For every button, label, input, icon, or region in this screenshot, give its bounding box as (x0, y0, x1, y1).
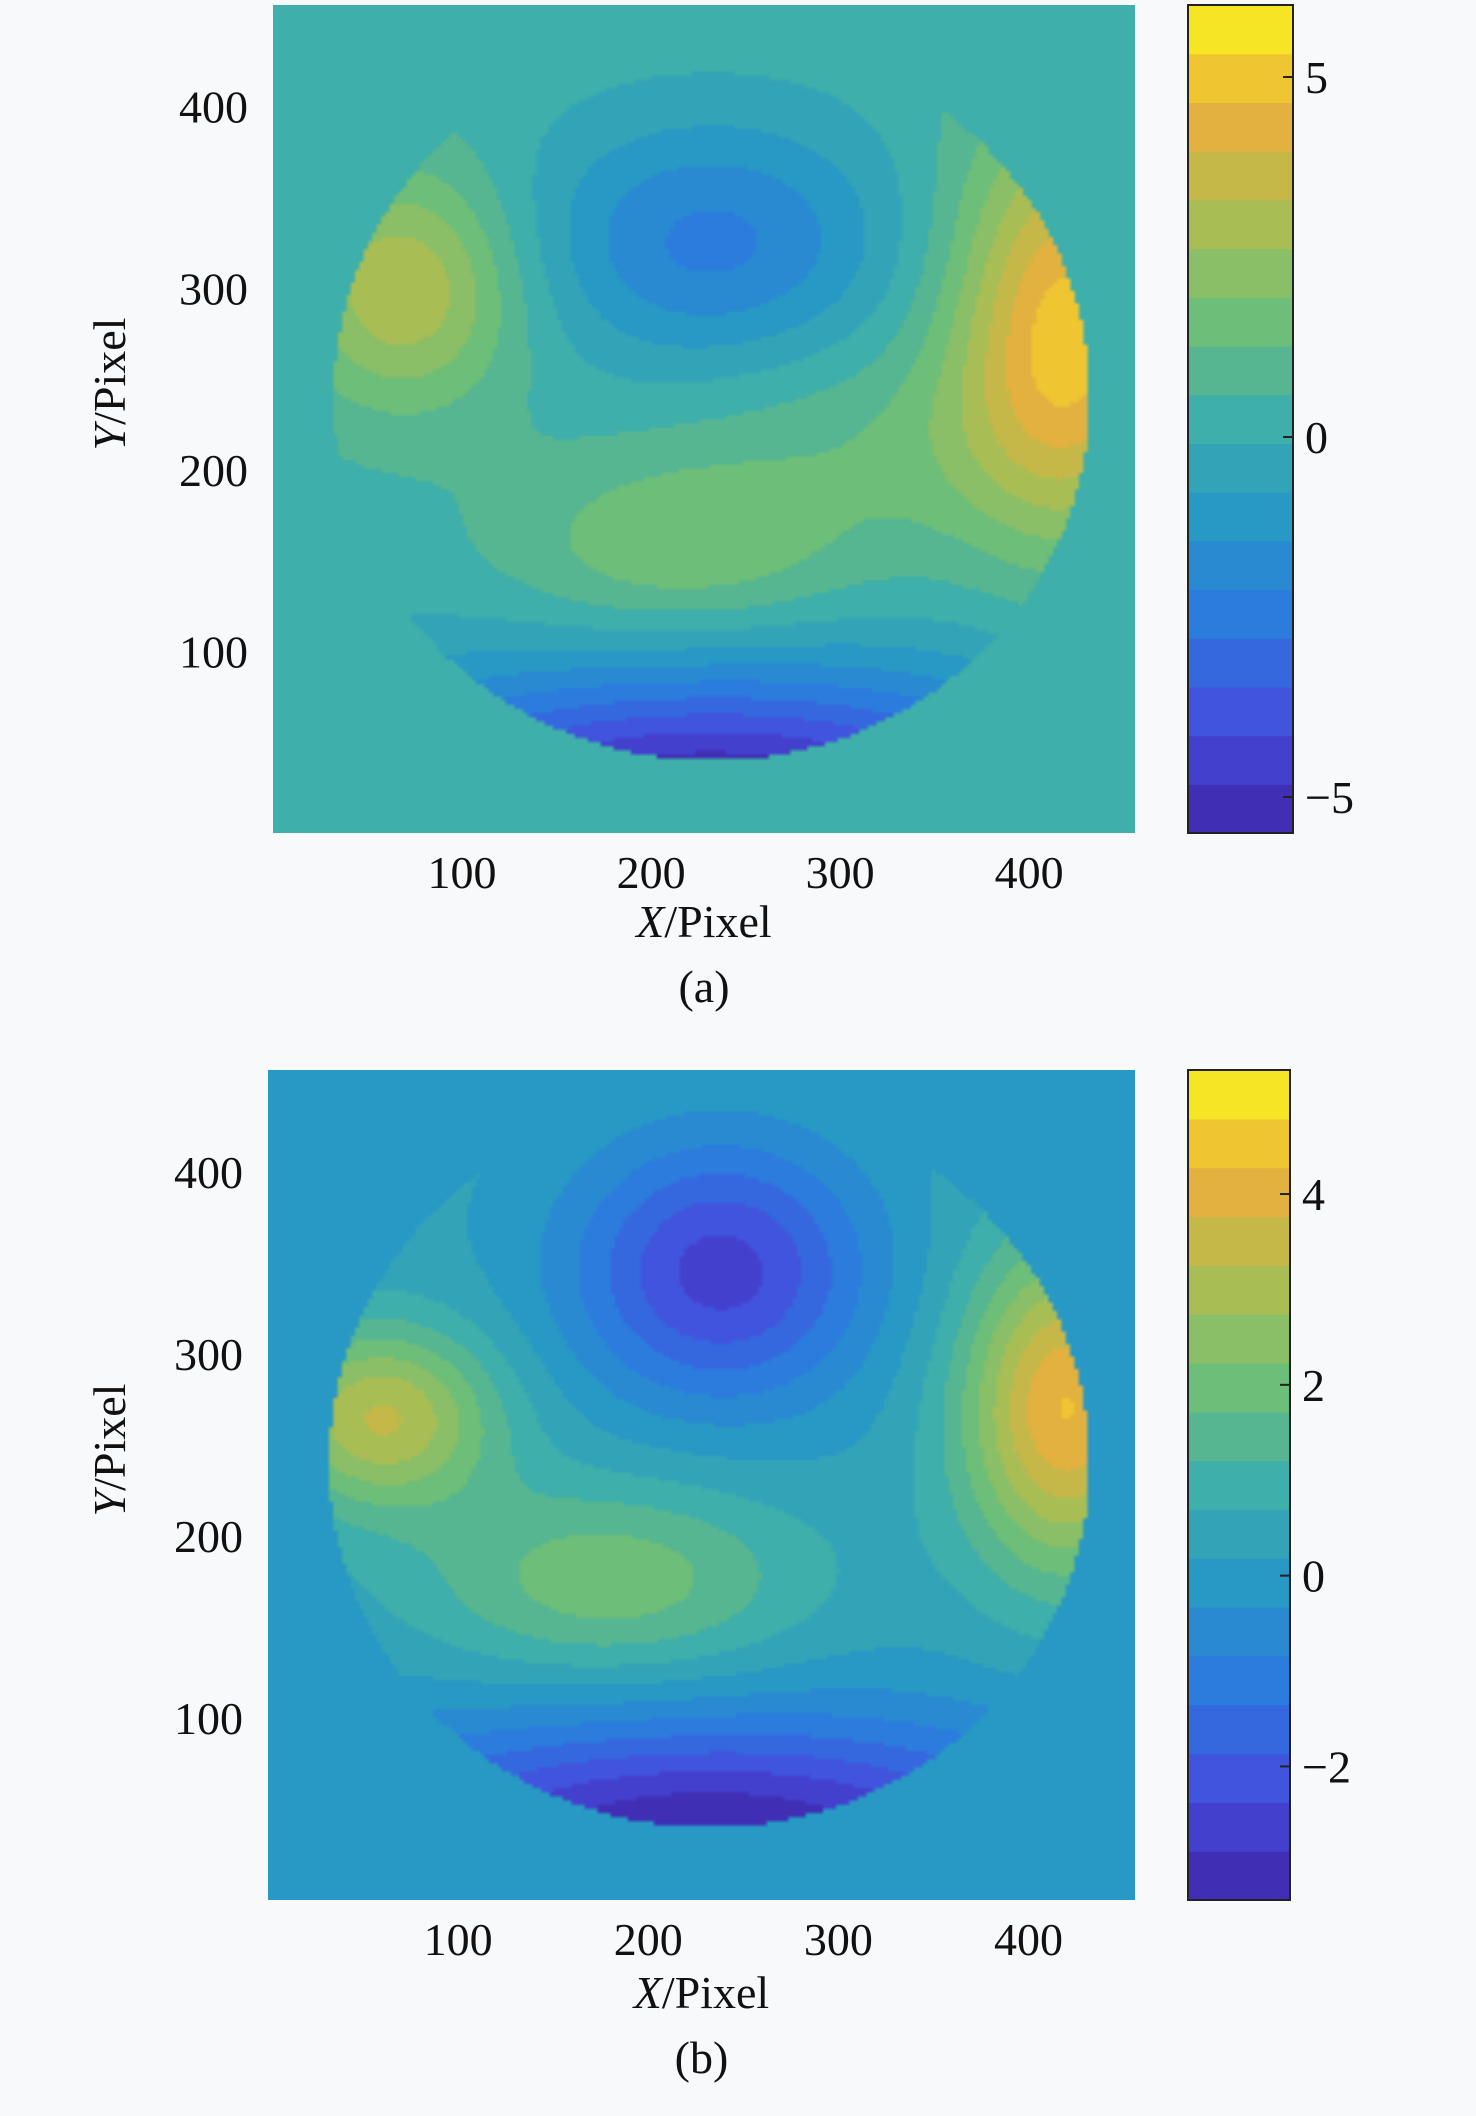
x-tick-label: 300 (806, 847, 875, 898)
colorbar-swatch (1188, 492, 1293, 542)
colorbar-swatch (1188, 784, 1293, 834)
colorbar-swatch (1188, 1314, 1290, 1364)
colorbar-swatch (1188, 1509, 1290, 1559)
colorbar-swatch (1188, 1655, 1290, 1706)
colorbar-swatch (1188, 248, 1293, 298)
colorbar-swatch (1188, 686, 1293, 737)
y-tick-label: 400 (174, 1147, 243, 1198)
y-tick-label: 300 (179, 263, 248, 314)
colorbar-swatch (1188, 1216, 1290, 1266)
colorbar-swatch (1188, 102, 1293, 152)
colorbar-swatch (1188, 1851, 1290, 1901)
colorbar-swatch (1188, 1607, 1290, 1657)
chart-panel: 100 200 300 400 100 200 300 400 X/Pixel Y/Pixel −5… (84, 4, 1354, 1012)
x-tick-label: 300 (804, 1914, 873, 1965)
x-tick-label: 200 (614, 1914, 683, 1965)
colorbar-swatch (1188, 540, 1293, 591)
colorbar-swatch (1188, 1460, 1290, 1511)
colorbar-swatch (1188, 53, 1293, 104)
colorbar-swatch (1188, 1265, 1290, 1315)
y-axis-label: Y/Pixel (84, 318, 135, 451)
y-tick-label: 200 (174, 1511, 243, 1562)
colorbar-tick-label: 4 (1302, 1169, 1325, 1220)
colorbar-swatch (1188, 735, 1293, 785)
y-tick-label: 100 (174, 1693, 243, 1744)
heatmap-image (268, 1070, 1135, 1900)
x-axis-label: X/Pixel (632, 1967, 769, 2018)
heatmap-image (273, 5, 1135, 833)
colorbar-swatch (1188, 443, 1293, 493)
colorbar-frame (1187, 4, 1294, 834)
colorbar-swatch (1188, 1753, 1290, 1803)
colorbar-swatch (1188, 199, 1293, 250)
x-tick-label: 200 (617, 847, 686, 898)
colorbar-tick-label: 5 (1305, 52, 1328, 103)
colorbar-swatch (1188, 5, 1293, 55)
colorbar-tick-label: 0 (1302, 1551, 1325, 1602)
colorbar-swatch (1188, 297, 1293, 347)
panel-label: (a) (678, 961, 729, 1012)
y-tick-label: 200 (179, 445, 248, 496)
colorbar-tick-label: −2 (1302, 1741, 1351, 1792)
colorbar-swatch (1188, 394, 1293, 444)
y-tick-label: 300 (174, 1329, 243, 1380)
colorbar-swatch (1188, 1070, 1290, 1120)
x-tick-label: 400 (994, 1914, 1063, 1965)
y-tick-label: 400 (179, 82, 248, 133)
colorbar-swatch (1188, 345, 1293, 396)
colorbar-swatch (1188, 1802, 1290, 1852)
colorbar-swatch (1188, 1362, 1290, 1413)
colorbar-tick-label: 0 (1305, 412, 1328, 463)
panel-label: (b) (675, 2032, 729, 2083)
colorbar-swatch (1188, 151, 1293, 201)
x-tick-label: 400 (995, 847, 1064, 898)
colorbar-swatch (1188, 1558, 1290, 1608)
x-tick-label: 100 (428, 847, 497, 898)
colorbar-swatch (1188, 1704, 1290, 1755)
colorbar-swatch (1188, 1167, 1290, 1218)
colorbar-swatch (1188, 589, 1293, 639)
y-axis-label: Y/Pixel (84, 1384, 135, 1517)
colorbar-frame (1187, 1069, 1291, 1901)
y-tick-label: 100 (179, 626, 248, 677)
colorbar-tick-label: −5 (1305, 772, 1354, 823)
colorbar-swatch (1188, 1118, 1290, 1169)
x-tick-label: 100 (424, 1914, 493, 1965)
chart-panel: 100 200 300 400 100 200 300 400 X/Pixel Y/Pixel −2… (84, 1069, 1351, 2083)
colorbar-tick-label: 2 (1302, 1360, 1325, 1411)
x-axis-label: X/Pixel (634, 896, 771, 947)
colorbar-swatch (1188, 638, 1293, 688)
colorbar-swatch (1188, 1411, 1290, 1462)
